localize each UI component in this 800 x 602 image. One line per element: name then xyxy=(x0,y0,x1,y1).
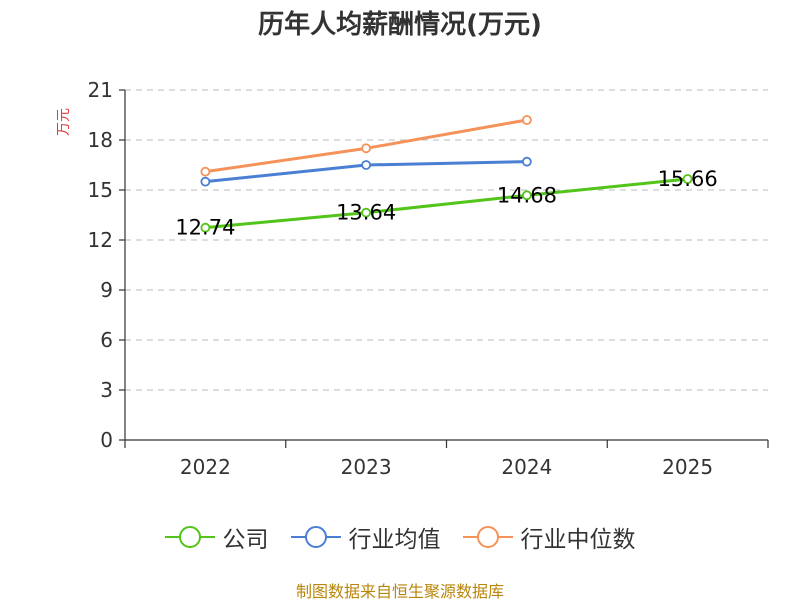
data-label-2024: 14.68 xyxy=(497,183,557,207)
series-1-point-2023 xyxy=(361,160,372,170)
x-tick-label-2023: 2023 xyxy=(341,455,392,479)
series-0-point-2025 xyxy=(682,174,693,184)
x-tick-label-2025: 2025 xyxy=(662,455,713,479)
series-line-0 xyxy=(205,177,688,230)
data-label-2022: 12.74 xyxy=(175,216,235,240)
series-1-point-2024 xyxy=(521,156,532,167)
legend-marker-icon xyxy=(164,526,215,548)
data-labels: 12.74 13.64 14.68 15.66 xyxy=(175,167,717,240)
y-tick-label-9: 9 xyxy=(100,278,113,302)
data-label-2023: 13.64 xyxy=(336,201,396,225)
y-tick-label-3: 3 xyxy=(100,378,113,402)
legend-marker-circle xyxy=(178,526,201,548)
axes: 0 3 6 9 12 15 18 21 2022 2023 2024 2025 万元 xyxy=(56,78,769,479)
legend-label: 公司 xyxy=(222,527,269,553)
series-2-point-2023 xyxy=(361,143,372,154)
legend-label: 行业均值 xyxy=(348,527,441,553)
series-0-point-2023 xyxy=(361,207,372,218)
y-tick-label-0: 0 xyxy=(100,428,113,452)
y-axis-label: 万元 xyxy=(56,108,72,136)
y-tick-label-21: 21 xyxy=(88,78,113,102)
legend-item-0[interactable]: 公司 xyxy=(164,520,269,554)
series-1-point-2022 xyxy=(200,176,211,187)
y-tick-label-15: 15 xyxy=(88,178,113,202)
data-label-2025: 15.66 xyxy=(658,167,718,191)
chart-title: 历年人均薪酬情况(万元) xyxy=(258,10,542,40)
grid-lines xyxy=(125,89,768,391)
x-tick-label-2024: 2024 xyxy=(501,455,552,479)
series-2-point-2024 xyxy=(521,115,532,125)
source-note: 制图数据来自恒生聚源数据库 xyxy=(295,582,504,601)
series-lines xyxy=(200,115,693,233)
line-chart: 0 3 6 9 12 15 18 21 2022 2023 2024 2025 万元 12.74 13.6… xyxy=(56,78,769,479)
legend-marker-circle xyxy=(304,526,327,548)
legend-item-2[interactable]: 行业中位数 xyxy=(462,520,636,554)
legend-marker-circle xyxy=(476,526,499,548)
legend-label: 行业中位数 xyxy=(520,527,636,553)
y-tick-label-12: 12 xyxy=(88,228,113,252)
legend-marker-icon xyxy=(462,526,513,548)
y-tick-label-18: 18 xyxy=(88,128,113,152)
y-tick-label-6: 6 xyxy=(100,328,113,352)
series-0-point-2022 xyxy=(200,222,211,233)
legend: 公司 行业均值 行业中位数 xyxy=(0,520,800,554)
series-0-point-2024 xyxy=(521,190,532,201)
legend-item-1[interactable]: 行业均值 xyxy=(290,520,441,554)
x-tick-label-2022: 2022 xyxy=(180,455,231,479)
series-2-point-2022 xyxy=(200,166,211,177)
legend-marker-icon xyxy=(290,526,341,548)
